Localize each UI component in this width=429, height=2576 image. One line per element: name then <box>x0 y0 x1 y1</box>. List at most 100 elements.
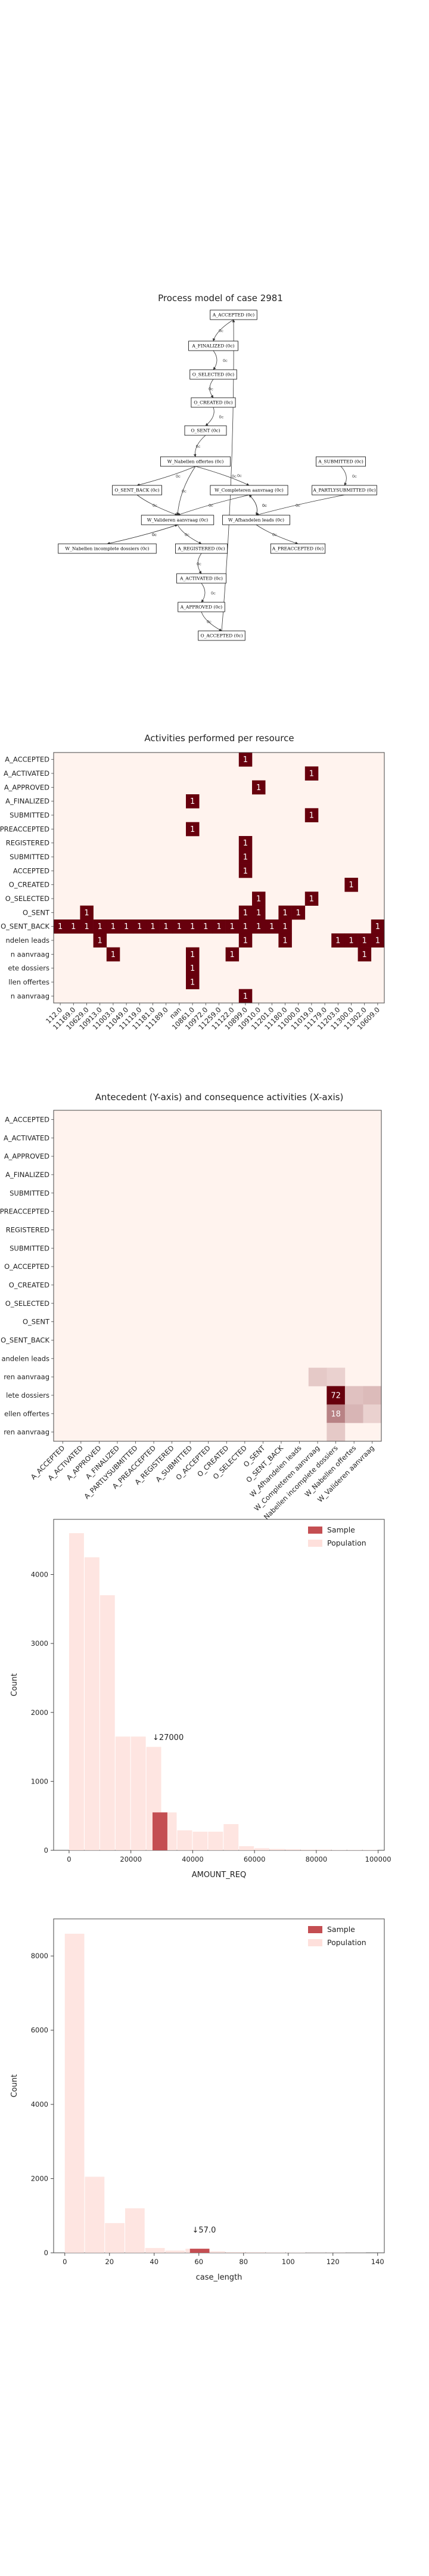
hist-y-tick-label: 8000 <box>31 1952 48 1960</box>
process-edge <box>256 524 299 544</box>
heatmap-cell-label: 1 <box>190 825 195 834</box>
heatmap-cell-label: 18 <box>331 1410 341 1419</box>
heatmap-row-label: llen offertes <box>8 978 49 986</box>
heatmap-cell <box>106 947 120 962</box>
heatmap-row-label: A_ACCEPTED <box>5 1115 49 1123</box>
heatmap-row-label: ACCEPTED <box>13 866 49 875</box>
heatmap-cell <box>327 1367 346 1386</box>
process-edge <box>193 435 206 457</box>
process-node: W_Nabellen offertes (0c) <box>160 456 231 467</box>
heatmap-cell <box>278 905 292 920</box>
process-edge-label: 0c <box>262 503 267 508</box>
heatmap-cell-label: 1 <box>375 937 380 946</box>
heatmap-cell-label: 1 <box>243 909 248 918</box>
heatmap-cell <box>252 780 266 795</box>
process-edge <box>248 494 257 516</box>
heatmap-cell-label: 1 <box>71 922 76 931</box>
legend-swatch <box>308 1540 322 1547</box>
heatmap-cell-label: 1 <box>309 812 314 821</box>
heatmap-row-label: ren aanvraag <box>4 1373 49 1381</box>
heatmap-cell <box>327 1404 346 1423</box>
heatmap-cell-label: 1 <box>282 937 287 946</box>
heatmap-cell <box>358 933 372 948</box>
heatmap-cell <box>363 1386 382 1405</box>
hist-x-tick-label: 140 <box>371 2258 384 2266</box>
process-node-label: O_SENT (0c) <box>191 428 220 434</box>
process-edge-label: 0c <box>176 474 181 479</box>
hist-bar <box>130 1736 146 1850</box>
heatmap-row-label: PREACCEPTED <box>0 825 49 833</box>
hist-bar <box>115 1736 130 1850</box>
hist-bar <box>285 1849 300 1850</box>
legend-label: Population <box>327 1938 366 1947</box>
process-edge <box>205 407 214 426</box>
process-edge <box>212 319 234 342</box>
heatmap-cell-label: 1 <box>243 839 248 848</box>
process-node-label: W_Completeren aanvraag (0c) <box>214 488 284 493</box>
process-node-label: O_SENT_BACK (0c) <box>114 488 159 493</box>
heatmap-row-label: O_SELECTED <box>5 1299 49 1308</box>
process-node-box <box>188 340 238 351</box>
process-edge <box>248 494 259 516</box>
process-node-box <box>141 515 214 525</box>
heatmap-row-label: O_CREATED <box>9 1281 49 1289</box>
legend-swatch <box>308 1926 322 1933</box>
heatmap-cell <box>238 905 253 920</box>
heatmap-cell-label: 1 <box>256 784 261 792</box>
heatmap-cell <box>238 919 253 934</box>
hist-bar <box>208 1831 223 1850</box>
hist-bar <box>245 2252 266 2253</box>
hist-y-tick-label: 0 <box>44 1846 48 1854</box>
process-edge <box>256 494 345 516</box>
heatmap-cell-label: 1 <box>243 922 248 931</box>
process-node-label: W_Nabellen offertes (0c) <box>167 459 224 465</box>
heatmap-cell-label: 1 <box>58 922 63 931</box>
hist-x-tick-label: 100 <box>282 2258 295 2266</box>
process-edge <box>177 494 250 516</box>
heatmap-cell <box>304 891 319 906</box>
process-node-box <box>175 543 228 554</box>
heatmap-cell-label: 1 <box>137 922 142 931</box>
hist-x-tick-label: 60000 <box>244 1855 266 1863</box>
process-edge <box>197 553 202 574</box>
process-edge-label: 0c <box>211 591 216 596</box>
process-node-box <box>176 573 226 584</box>
process-edge-label: 0c <box>152 532 157 537</box>
heatmap-cell <box>371 919 385 934</box>
heatmap-cell-label: 1 <box>349 937 353 946</box>
process-node: A_PREACCEPTED (0c) <box>270 543 326 554</box>
process-edge-label: 0c <box>237 473 242 478</box>
process-edge-label: 0c <box>209 387 213 392</box>
heatmap-cell <box>133 919 147 934</box>
heatmap-row-label: O_SENT_BACK <box>1 1336 49 1344</box>
process-node-box <box>316 456 366 467</box>
hist-x-tick-label: 100000 <box>365 1855 391 1863</box>
heatmap-cell <box>278 933 292 948</box>
heatmap-row-label: O_SENT_BACK <box>1 922 49 931</box>
heatmap-row-label: ellen offertes <box>4 1410 49 1418</box>
heatmap-cell <box>93 933 107 948</box>
process-node: O_CREATED (0c) <box>191 397 236 408</box>
legend-label: Sample <box>327 1525 355 1534</box>
heatmap-cell <box>238 753 253 767</box>
heatmap-cell <box>67 919 80 934</box>
heatmap-cell <box>199 919 213 934</box>
heatmap-cell-label: 1 <box>190 797 195 806</box>
process-node-box <box>189 369 237 380</box>
legend-label: Population <box>327 1538 366 1547</box>
heatmap-row-label: ren aanvraag <box>4 1428 49 1436</box>
heatmap-cell-label: 1 <box>256 895 261 904</box>
hist-bar <box>270 1849 285 1850</box>
hist-y-tick-label: 1000 <box>31 1777 48 1785</box>
heatmap-row-label: REGISTERED <box>6 839 49 847</box>
process-node: O_SELECTED (0c) <box>189 369 237 380</box>
heatmap-cell <box>225 919 240 934</box>
process-node: A_ACCEPTED (0c) <box>210 309 257 320</box>
process-node: A_APPROVED (0c) <box>178 602 225 612</box>
hist-x-axis-label: AMOUNT_REQ <box>192 1871 247 1880</box>
heatmap-cell-label: 1 <box>362 950 367 959</box>
hist-bar <box>239 1846 254 1850</box>
heatmap-cell-label: 1 <box>190 979 195 987</box>
hist-x-tick-label: 20 <box>105 2258 114 2266</box>
process-node-label: W_Valideren aanvraag (0c) <box>147 518 209 523</box>
